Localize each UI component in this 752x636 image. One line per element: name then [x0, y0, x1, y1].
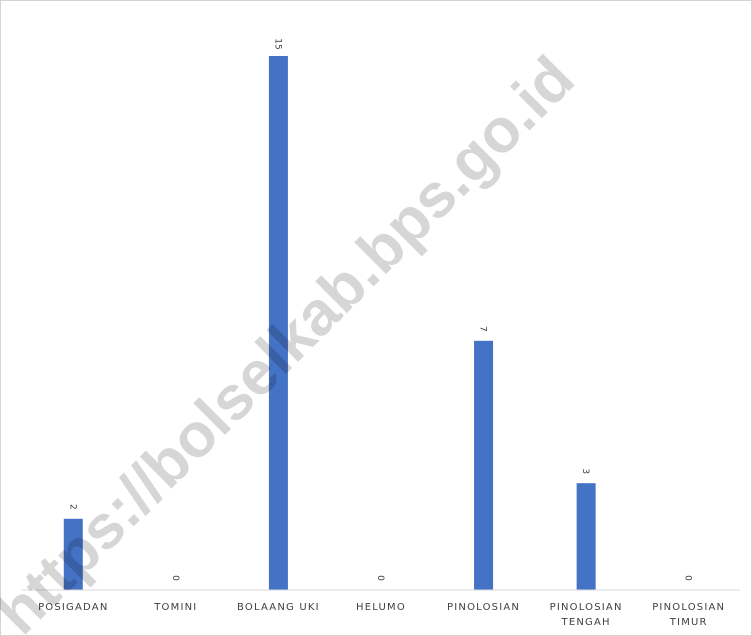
value-label-tomini: 0 [170, 575, 180, 581]
category-label-tomini: TOMINI [153, 602, 197, 613]
watermark-group: https://bolselkab.bps.go.id [0, 43, 588, 636]
category-label-pinolosian-tengah-line-2: TENGAH [561, 617, 611, 628]
category-label-pinolosian-timur-line-1: PINOLOSIAN [652, 602, 725, 613]
category-label-pinolosian-timur-line-2: TIMUR [669, 617, 708, 628]
labels-layer: 2 POSIGADAN 0 TOMINI 15 BOLAANG UKI 0 HELUMO 7 PI… [38, 38, 725, 628]
bar-pinolosian-tengah [576, 483, 596, 590]
value-label-bolaang-uki: 15 [272, 38, 282, 49]
bars-layer [63, 56, 596, 590]
value-label-pinolosian-timur: 0 [683, 575, 693, 581]
watermark-text: https://bolselkab.bps.go.id [0, 43, 588, 636]
category-label-posigadan: POSIGADAN [38, 602, 108, 613]
category-label-pinolosian-tengah-line-1: PINOLOSIAN [550, 602, 623, 613]
bar-posigadan [63, 518, 83, 590]
bar-bolaang-uki [268, 56, 288, 590]
value-label-pinolosian-tengah: 3 [580, 468, 590, 474]
value-label-helumo: 0 [375, 575, 385, 581]
value-label-posigadan: 2 [67, 504, 77, 510]
category-label-helumo: HELUMO [356, 602, 406, 613]
category-label-bolaang-uki: BOLAANG UKI [237, 602, 320, 613]
bar-pinolosian [474, 340, 494, 590]
category-label-pinolosian: PINOLOSIAN [447, 602, 520, 613]
value-label-pinolosian: 7 [478, 326, 488, 332]
